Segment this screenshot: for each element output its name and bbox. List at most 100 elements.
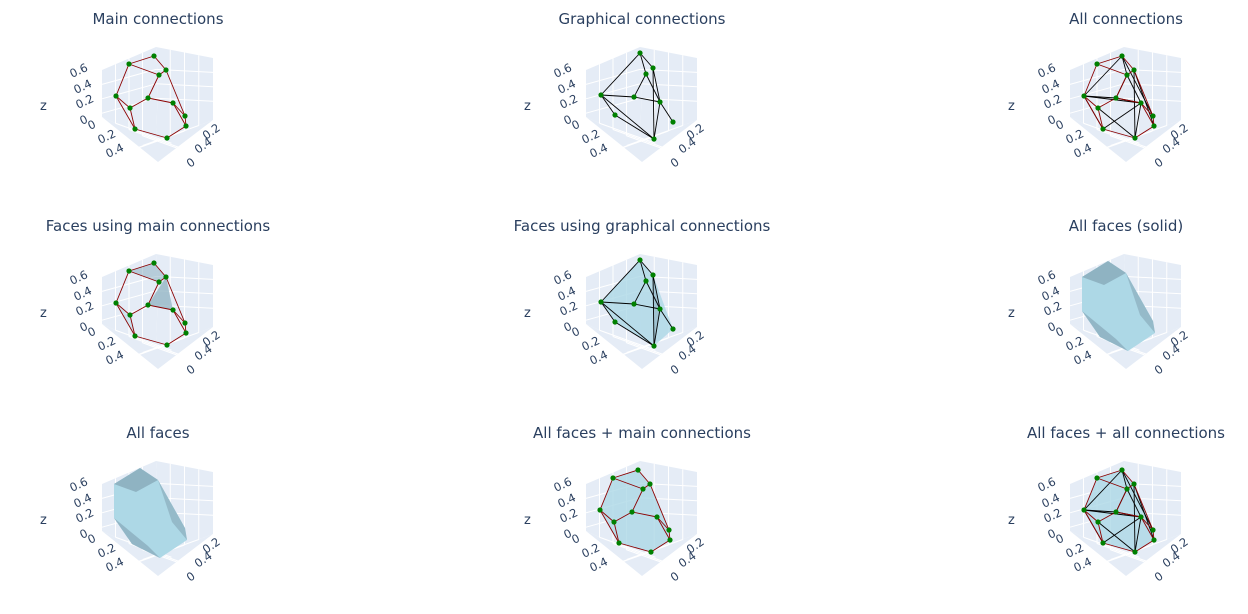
- main-connection-edge: [134, 128, 168, 139]
- vertex-point: [1113, 95, 1119, 101]
- vertex-point: [654, 514, 660, 520]
- vertex-point: [637, 50, 643, 56]
- main-connection-edge: [115, 63, 130, 97]
- main-connection-edge: [1083, 95, 1099, 109]
- panel-title: Faces using main connections: [46, 217, 271, 235]
- scene-floor: [1070, 324, 1181, 369]
- main-connection-edge: [115, 95, 131, 109]
- main-connection-edge: [1140, 516, 1155, 541]
- vertex-point: [640, 486, 646, 492]
- chart-panel: Main connections0.60.40.2000.20.40.20.40…: [40, 10, 224, 170]
- graphical-connection-edge: [1083, 55, 1123, 97]
- vertex-point: [1095, 105, 1101, 111]
- main-connection-edge: [649, 483, 670, 531]
- x-tick-label: 0: [668, 569, 682, 585]
- main-connection-edge: [128, 63, 160, 76]
- main-connection-edge: [1097, 107, 1104, 130]
- z-axis-label: z: [40, 306, 47, 321]
- vertex-point: [651, 343, 657, 349]
- graphical-connection-edge: [1102, 516, 1142, 544]
- vertex-point: [170, 307, 176, 313]
- vertex-point: [1131, 481, 1137, 487]
- graphical-connection-edge: [653, 101, 661, 140]
- scene-floor: [102, 117, 213, 162]
- main-connection-edge: [166, 125, 187, 139]
- main-connection-edge: [1083, 509, 1099, 523]
- vertex-point: [1150, 113, 1156, 119]
- graphical-connection-edge: [614, 321, 655, 347]
- main-connection-edge: [637, 469, 651, 485]
- vertex-point: [145, 302, 151, 308]
- vertex-point: [650, 272, 656, 278]
- x-tick-label: 0: [184, 362, 198, 378]
- scene-floor: [1070, 531, 1181, 576]
- vertex-point: [650, 65, 656, 71]
- main-connection-edge: [172, 309, 187, 334]
- graphical-connection-edge: [600, 301, 655, 347]
- vertex-point: [126, 268, 132, 274]
- main-connection-edge: [1102, 542, 1136, 553]
- main-connection-edge: [1083, 509, 1104, 544]
- chart-panel: All faces (solid)0.60.40.2000.20.40.20.4…: [1008, 217, 1191, 377]
- scene-floor: [102, 324, 213, 369]
- vertex-point: [182, 320, 188, 326]
- main-connection-edge: [599, 477, 614, 511]
- panel-title: All faces + all connections: [1027, 424, 1225, 442]
- graphical-connection-edge: [652, 67, 661, 103]
- main-connection-edge: [1102, 128, 1136, 139]
- vertex-point: [670, 326, 676, 332]
- vertex-point: [598, 299, 604, 305]
- y-tick-label: 0: [569, 531, 582, 547]
- solid-face-top: [114, 468, 158, 492]
- y-tick-label: 0: [85, 117, 98, 133]
- panel-title: All connections: [1069, 10, 1183, 28]
- main-connection-edge: [172, 102, 187, 127]
- vertex-point: [637, 257, 643, 263]
- z-axis-label: z: [1008, 306, 1015, 321]
- main-connection-edge: [147, 97, 174, 104]
- z-axis-label: z: [524, 306, 531, 321]
- vertex-point: [182, 113, 188, 119]
- scene-floor: [102, 531, 213, 576]
- main-connection-edge: [1133, 69, 1154, 117]
- vertex-point: [631, 301, 637, 307]
- main-connection-edge: [1140, 516, 1154, 531]
- main-connection-edge: [1097, 511, 1117, 523]
- vertex-point: [126, 61, 132, 67]
- main-connection-edge: [172, 102, 186, 117]
- vertex-point: [1094, 475, 1100, 481]
- x-tick-label: 0: [184, 569, 198, 585]
- chart-panel: Faces using main connections0.60.40.2000…: [40, 217, 271, 378]
- main-connection-edge: [1097, 521, 1104, 544]
- graphical-connection-edge: [600, 301, 635, 305]
- graphical-connection-edge: [1133, 483, 1136, 553]
- vertex-point: [1131, 67, 1137, 73]
- main-connection-edge: [1115, 511, 1142, 518]
- main-connection-edge: [165, 69, 186, 117]
- graphical-connection-edge: [659, 308, 674, 330]
- graphical-connection-edge: [659, 101, 674, 123]
- chart-panel: Graphical connections0.60.40.2000.20.40.…: [524, 10, 726, 170]
- x-tick-label: 0: [1152, 569, 1166, 585]
- main-connection-edge: [147, 281, 160, 306]
- edges: [115, 55, 187, 139]
- vertex-point: [616, 540, 622, 546]
- vertex-point: [164, 342, 170, 348]
- chart-panel: All faces + all connections 0.60.40.2000.…: [1008, 424, 1225, 584]
- vertex-point: [1081, 93, 1087, 99]
- panel-title: All faces + main connections: [533, 424, 751, 442]
- vertex-point: [145, 95, 151, 101]
- vertex-point: [127, 312, 133, 318]
- vertex-point: [631, 94, 637, 100]
- main-connection-edge: [656, 516, 670, 531]
- x-tick-label: 0: [668, 362, 682, 378]
- main-connection-edge: [1134, 539, 1155, 553]
- vertex-point: [1151, 123, 1157, 129]
- vertex-point: [666, 527, 672, 533]
